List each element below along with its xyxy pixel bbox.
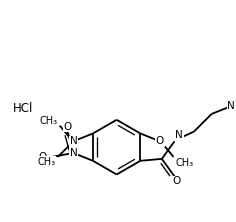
Text: N: N: [70, 136, 77, 146]
Text: CH₃: CH₃: [176, 158, 194, 168]
Text: N: N: [176, 130, 183, 140]
Text: O: O: [172, 176, 181, 186]
Text: HCl: HCl: [13, 102, 33, 115]
Text: CH₃: CH₃: [38, 157, 56, 167]
Text: O: O: [39, 152, 47, 162]
Text: N: N: [70, 148, 77, 158]
Text: N: N: [227, 101, 235, 111]
Text: O: O: [156, 136, 164, 146]
Text: O: O: [63, 122, 72, 132]
Text: CH₃: CH₃: [40, 116, 58, 126]
